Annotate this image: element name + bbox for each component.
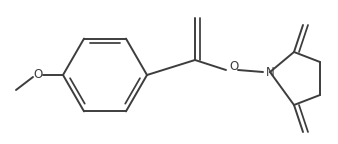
Text: N: N bbox=[266, 66, 274, 78]
Text: O: O bbox=[33, 69, 43, 82]
Text: O: O bbox=[230, 59, 239, 72]
